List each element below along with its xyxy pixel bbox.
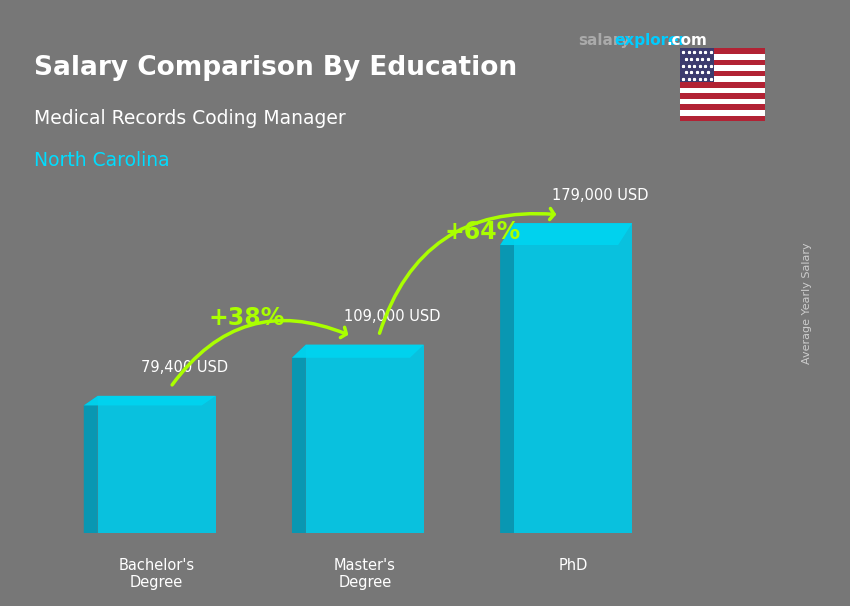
Text: explorer: explorer — [615, 33, 687, 48]
Bar — [680, 48, 714, 82]
Polygon shape — [84, 396, 98, 533]
Text: Bachelor's
Degree: Bachelor's Degree — [119, 558, 195, 590]
Text: 109,000 USD: 109,000 USD — [344, 309, 441, 324]
Bar — [680, 82, 765, 88]
Bar — [680, 71, 765, 76]
Polygon shape — [500, 224, 514, 533]
Polygon shape — [84, 396, 216, 405]
Text: Medical Records Coding Manager: Medical Records Coding Manager — [34, 109, 346, 128]
Text: Salary Comparison By Education: Salary Comparison By Education — [34, 55, 517, 81]
Text: .com: .com — [666, 33, 707, 48]
Bar — [680, 116, 765, 121]
Bar — [680, 104, 765, 110]
Bar — [680, 110, 765, 116]
Bar — [680, 54, 765, 59]
Bar — [514, 224, 632, 533]
Text: 179,000 USD: 179,000 USD — [552, 188, 649, 202]
Bar — [680, 48, 765, 54]
Bar — [680, 76, 765, 82]
Text: Master's
Degree: Master's Degree — [334, 558, 396, 590]
Bar — [680, 59, 765, 65]
Bar — [680, 88, 765, 93]
Text: salary: salary — [578, 33, 631, 48]
Polygon shape — [292, 345, 306, 533]
Text: +64%: +64% — [445, 220, 521, 244]
Text: North Carolina: North Carolina — [34, 152, 170, 170]
Text: 79,400 USD: 79,400 USD — [141, 360, 228, 375]
Bar — [306, 345, 424, 533]
Polygon shape — [292, 345, 424, 358]
Text: Average Yearly Salary: Average Yearly Salary — [802, 242, 812, 364]
Bar — [680, 93, 765, 99]
Text: +38%: +38% — [208, 306, 285, 330]
Polygon shape — [500, 224, 632, 245]
Bar — [98, 396, 216, 533]
Bar — [680, 65, 765, 71]
Text: PhD: PhD — [558, 558, 587, 573]
Bar — [680, 99, 765, 104]
